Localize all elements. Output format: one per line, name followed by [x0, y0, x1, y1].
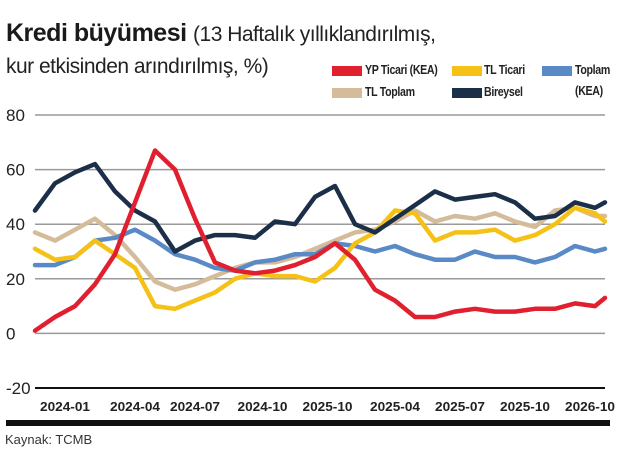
legend-swatch-toplam-kea — [542, 66, 572, 76]
legend-swatch-bireysel — [452, 88, 482, 98]
x-tick-label: 2025-10 — [500, 400, 550, 414]
source-note: Kaynak: TCMB — [5, 432, 93, 447]
x-tick-label: 2024-10 — [238, 400, 288, 414]
x-tick-label: 2025-10 — [303, 400, 353, 414]
x-tick-label: 2026-10 — [565, 400, 615, 414]
chart-title: Kredi büyümesi (13 Haftalık yıllıklandır… — [6, 18, 436, 82]
x-tick-label: 2025-04 — [370, 400, 420, 414]
legend-swatch-yp-ticari — [332, 66, 362, 76]
legend-label-yp-ticari: YP Ticari (KEA) — [365, 63, 438, 77]
title-bold: Kredi büyümesi — [6, 19, 187, 47]
legend-label-bireysel: Bireysel — [484, 85, 523, 99]
y-tick-label: 80 — [6, 106, 25, 125]
title-subtitle-2: kur etkisinden arındırılmış, %) — [6, 55, 269, 78]
series-line-tl-ticari — [32, 205, 608, 312]
x-tick-label: 2024-07 — [170, 400, 220, 414]
legend-label-tl-ticari: TL Ticari — [484, 63, 525, 77]
title-subtitle-1: (13 Haftalık yıllıklandırılmış, — [193, 23, 436, 46]
y-tick-label: 60 — [6, 161, 25, 180]
legend-label-tl-toplam: TL Toplam — [365, 85, 415, 99]
y-tick-label: 0 — [6, 324, 15, 343]
series-line-yp-ticari-kea — [32, 148, 608, 333]
legend-label-kea: (KEA) — [575, 84, 603, 98]
y-tick-label: 20 — [6, 270, 25, 289]
legend-swatch-tl-toplam — [332, 88, 362, 98]
y-tick-label: 40 — [6, 215, 25, 234]
series-line-tl-toplam — [32, 205, 608, 292]
x-tick-label: 2025-07 — [435, 400, 485, 414]
legend-swatch-tl-ticari — [452, 66, 482, 76]
y-tick-label: -20 — [6, 379, 31, 398]
legend-label-toplam: Toplam — [575, 63, 610, 77]
x-tick-label: 2024-01 — [40, 400, 90, 414]
x-tick-label: 2024-04 — [110, 400, 160, 414]
bottom-rule — [6, 420, 610, 426]
